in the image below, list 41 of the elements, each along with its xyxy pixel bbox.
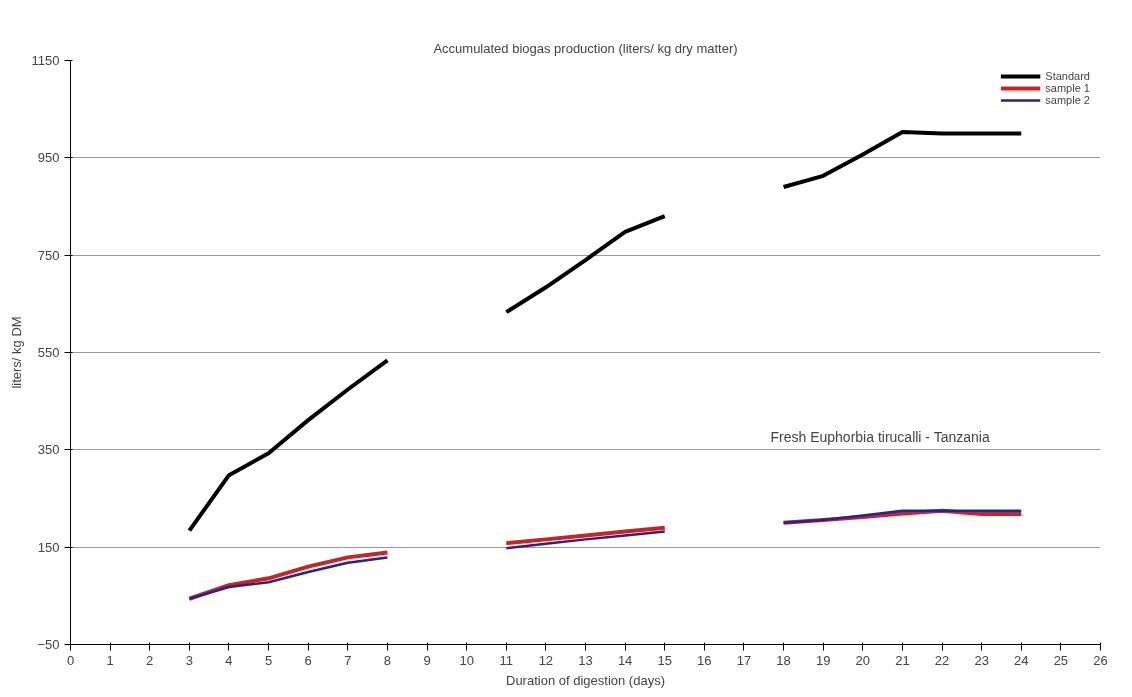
x-tick-label: 18 <box>776 652 791 668</box>
x-tick-label: 7 <box>344 652 352 668</box>
y-tick-label: 750 <box>37 247 60 263</box>
y-tick-label: 550 <box>37 345 60 360</box>
x-tick-label: 26 <box>1093 652 1108 668</box>
legend-label: sample 2 <box>1045 94 1090 106</box>
x-tick-label: 1 <box>106 652 114 668</box>
x-tick-label: 2 <box>146 652 154 668</box>
chart-title: Accumulated biogas production (liters/ kg dry matter) <box>433 40 738 56</box>
annotation: Fresh Euphorbia tirucalli - Tanzania <box>770 428 990 445</box>
x-tick-label: 13 <box>578 652 593 668</box>
x-tick-label: 6 <box>304 652 312 668</box>
legend-label: sample 1 <box>1045 82 1090 94</box>
x-tick-label: 17 <box>736 652 752 668</box>
x-tick-label: 15 <box>657 652 672 668</box>
x-tick-label: 22 <box>934 652 950 668</box>
y-tick-label: 350 <box>37 442 60 458</box>
y-tick-label: −50 <box>37 637 60 652</box>
x-tick-label: 25 <box>1053 652 1069 668</box>
x-tick-label: 5 <box>264 652 273 668</box>
x-tick-label: 20 <box>855 652 871 668</box>
x-tick-label: 24 <box>1014 652 1029 668</box>
x-tick-label: 3 <box>185 652 193 668</box>
x-tick-label: 4 <box>225 652 233 668</box>
x-tick-label: 23 <box>974 652 989 668</box>
y-tick-label: 1150 <box>31 53 60 68</box>
x-tick-label: 0 <box>66 652 75 668</box>
y-tick-label: 150 <box>37 539 60 555</box>
x-tick-label: 16 <box>697 652 712 668</box>
x-tick-label: 9 <box>423 652 431 668</box>
x-axis-title: Duration of digestion (days) <box>506 672 665 688</box>
y-axis-title: liters/ kg DM <box>8 316 24 389</box>
y-tick-label: 950 <box>37 150 60 166</box>
x-tick-label: 12 <box>538 652 554 668</box>
x-tick-label: 8 <box>383 652 392 668</box>
x-tick-label: 11 <box>499 652 514 668</box>
x-tick-label: 10 <box>459 652 474 668</box>
legend-label: Standard <box>1045 70 1090 82</box>
x-tick-label: 21 <box>895 652 910 668</box>
x-tick-label: 19 <box>815 652 831 668</box>
x-tick-label: 14 <box>617 652 633 668</box>
